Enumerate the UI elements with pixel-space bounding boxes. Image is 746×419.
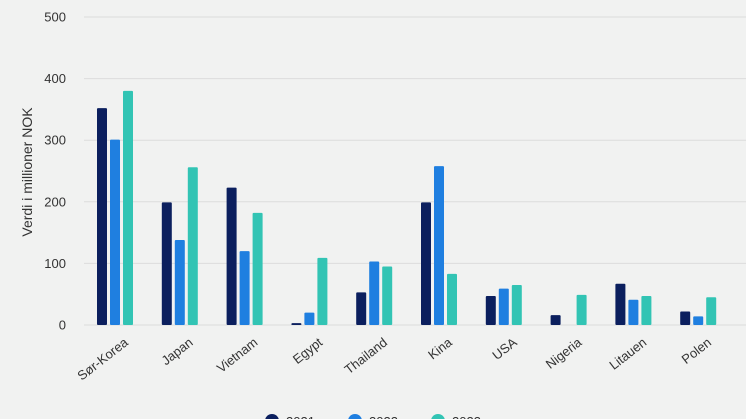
x-category-label: Egypt [290,334,326,367]
y-tick-label: 500 [44,10,66,25]
bar-2022-6 [498,288,509,325]
legend-marker-2023 [431,414,445,419]
bar-2022-2 [239,251,250,325]
bar-2023-8 [641,296,652,325]
y-tick-label: 100 [44,256,66,271]
bar-2023-2 [252,212,263,325]
bar-2021-4 [356,292,367,325]
bar-2023-3 [317,257,328,325]
legend-label: 2022 [369,414,398,419]
bar-2022-1 [174,239,185,325]
bar-2023-1 [187,167,198,325]
bar-2021-2 [226,187,237,325]
legend-marker-2021 [265,414,279,419]
y-tick-label: 400 [44,71,66,86]
bars [97,90,717,325]
bar-2023-5 [447,273,457,325]
x-category-label: Thailand [342,335,391,378]
y-tick-label: 200 [44,194,66,209]
bar-2021-8 [615,283,626,325]
legend-marker-2022 [348,414,362,419]
x-category-label: Japan [158,335,195,369]
bar-2021-1 [161,202,172,325]
legend-label: 2021 [286,414,315,419]
bar-2022-4 [369,261,380,325]
y-axis-title: Verdi i millioner NOK [19,107,35,237]
bar-2021-5 [421,202,431,325]
bar-2021-7 [550,315,561,325]
x-category-label: Sør-Korea [74,334,131,383]
x-category-label: Litauen [606,335,649,373]
bar-2023-9 [706,297,717,325]
x-category-label: Nigeria [543,334,585,372]
bar-2023-0 [123,90,133,325]
y-tick-label: 0 [59,318,66,333]
y-tick-label: 300 [44,133,66,148]
x-category-label: Polen [679,335,714,367]
bar-2022-5 [434,166,444,325]
bar-2021-0 [97,108,107,325]
x-axis-categories: Sør-Korea Japan Vietnam Egypt Thailand Kina US… [74,334,714,383]
legend: 2021 2022 2023 [265,414,481,419]
y-axis-ticks: 0 100 200 300 400 500 [44,10,66,333]
legend-label: 2023 [452,414,481,419]
bar-2022-3 [304,312,315,325]
bar-2022-9 [693,316,704,325]
bar-2022-0 [110,139,120,325]
bar-2021-9 [680,311,691,325]
x-category-label: USA [489,334,520,362]
x-category-label: Vietnam [214,335,261,376]
bar-2021-6 [485,296,496,325]
bar-2023-6 [511,284,522,325]
bar-2023-4 [382,266,393,325]
bar-2022-8 [628,299,639,325]
bar-2023-7 [576,294,587,325]
bar-2021-3 [291,323,302,325]
x-category-label: Kina [425,334,455,362]
